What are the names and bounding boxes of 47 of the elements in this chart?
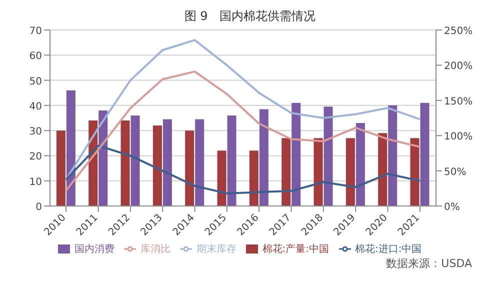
bar: [314, 138, 323, 206]
y2-tick-label: 0%: [444, 202, 460, 213]
y-tick-label: 0: [36, 202, 42, 213]
line-series: [65, 144, 421, 194]
bar: [227, 115, 236, 206]
legend-label: 库消比: [140, 244, 170, 255]
legend-label: 期末库存: [196, 244, 236, 255]
y-tick-label: 40: [29, 101, 42, 112]
bar: [162, 119, 172, 206]
bar: [120, 120, 130, 206]
y2-tick-label: 200%: [444, 61, 473, 72]
source-note: 数据来源：USDA: [385, 256, 473, 271]
bar: [217, 150, 226, 206]
y-tick-label: 70: [29, 26, 42, 37]
y-tick-label: 30: [29, 126, 42, 138]
bar: [420, 102, 430, 206]
bar: [66, 90, 76, 206]
bar: [98, 110, 108, 206]
bar: [249, 150, 258, 206]
y2-tick-label: 250%: [444, 26, 473, 37]
bar: [152, 126, 162, 206]
legend-label: 国内消费: [74, 244, 114, 255]
y2-tick-label: 50%: [444, 166, 466, 178]
bar: [346, 138, 355, 206]
legend-label: 棉花:进口:中国: [355, 244, 422, 255]
bar: [185, 130, 194, 206]
legend-label: 棉花:产量:中国: [262, 244, 329, 255]
bar: [378, 133, 388, 206]
bar: [388, 105, 398, 206]
bar: [292, 102, 301, 206]
y2-tick-label: 100%: [444, 132, 473, 143]
y-tick-label: 50: [29, 76, 42, 88]
y-tick-label: 60: [29, 51, 42, 62]
chart-title: 图 9 国内棉花供需情况: [183, 8, 317, 25]
bar: [356, 123, 365, 206]
bar: [324, 106, 333, 206]
bar: [282, 138, 291, 206]
bar: [259, 109, 268, 206]
bar: [56, 130, 66, 206]
y-tick-label: 10: [29, 176, 42, 188]
bar: [195, 119, 204, 206]
y-tick-label: 20: [29, 152, 42, 163]
line-series: [65, 70, 421, 192]
bar: [410, 138, 420, 206]
line-series: [65, 39, 421, 181]
bar: [130, 115, 140, 206]
y2-tick-label: 150%: [444, 96, 473, 108]
